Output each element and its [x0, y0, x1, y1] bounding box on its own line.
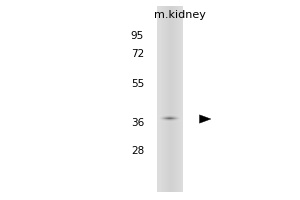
Polygon shape — [200, 115, 211, 123]
Text: m.kidney: m.kidney — [154, 10, 206, 20]
Text: 55: 55 — [131, 79, 144, 89]
Text: 95: 95 — [131, 31, 144, 41]
Text: 36: 36 — [131, 118, 144, 128]
Text: 72: 72 — [131, 49, 144, 59]
Text: 28: 28 — [131, 146, 144, 156]
